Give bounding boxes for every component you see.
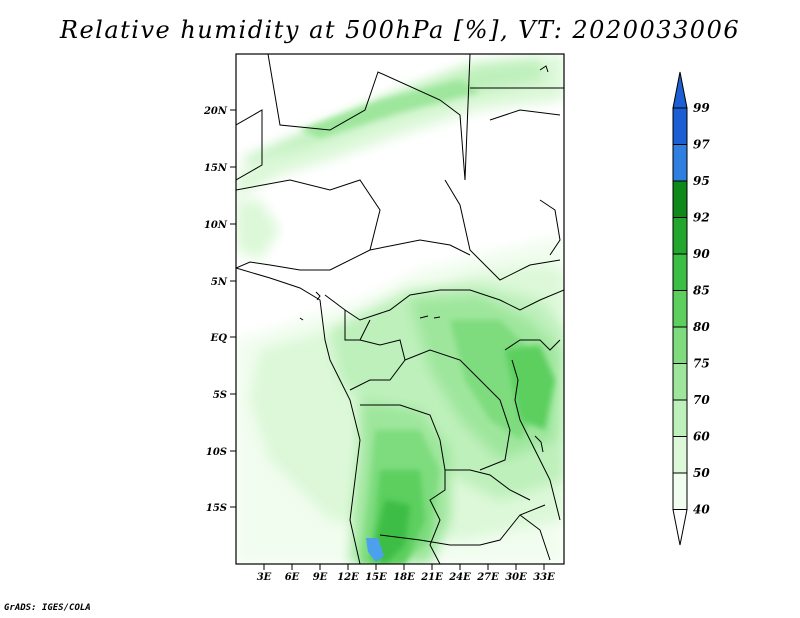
humidity-field xyxy=(236,54,564,564)
colorbar-labels: 99 97 95 92 90 85 80 75 70 60 50 40 xyxy=(693,101,710,517)
map-title: Relative humidity at 500hPa [%], VT: 202… xyxy=(59,16,741,44)
colorbar-swatch xyxy=(673,144,687,181)
colorbar-label: 97 xyxy=(693,138,710,152)
colorbar-label: 95 xyxy=(693,174,710,188)
colorbar-swatch xyxy=(673,290,687,327)
country-borders xyxy=(236,54,564,564)
lat-label: 5N xyxy=(211,277,228,288)
colorbar-label: 50 xyxy=(693,466,710,480)
lat-label: 15N xyxy=(204,163,228,174)
colorbar-label: 75 xyxy=(693,357,710,371)
lat-labels: 20N 15N 10N 5N EQ 5S 10S 15S xyxy=(203,106,228,514)
lon-label: 24E xyxy=(448,572,471,583)
lon-label: 27E xyxy=(476,572,499,583)
lat-label: EQ xyxy=(210,333,228,344)
lon-labels: 3E 6E 9E 12E 15E 18E 21E 24E 27E 30E 33E xyxy=(257,572,555,583)
colorbar-swatch xyxy=(673,363,687,400)
lat-label: 20N xyxy=(203,106,228,117)
lon-label: 9E xyxy=(313,572,328,583)
colorbar-label: 90 xyxy=(693,247,710,261)
lon-label: 33E xyxy=(533,572,555,583)
colorbar: 99 97 95 92 90 85 80 75 70 60 50 40 xyxy=(672,71,710,546)
colorbar-label: 60 xyxy=(693,430,710,444)
lat-label: 10S xyxy=(206,447,227,458)
colorbar-label: 40 xyxy=(693,503,710,517)
islands xyxy=(299,65,549,453)
lon-ticks xyxy=(263,564,545,570)
lat-label: 15S xyxy=(206,503,227,514)
colorbar-swatch xyxy=(673,217,687,254)
colorbar-label: 92 xyxy=(693,211,710,225)
colorbar-swatch xyxy=(673,473,687,510)
colorbar-swatch xyxy=(673,254,687,291)
lon-label: 18E xyxy=(393,572,415,583)
colorbar-label: 99 xyxy=(693,101,710,115)
map-frame xyxy=(235,53,565,565)
colorbar-top-arrow xyxy=(672,71,688,109)
lat-ticks xyxy=(230,109,236,508)
lon-label: 21E xyxy=(420,572,443,583)
lon-label: 3E xyxy=(257,572,272,583)
colorbar-label: 85 xyxy=(693,284,710,298)
footer-credit: GrADS: IGES/COLA xyxy=(4,603,91,613)
colorbar-swatch xyxy=(673,327,687,364)
colorbar-swatch xyxy=(673,400,687,437)
lat-label: 10N xyxy=(204,220,228,231)
colorbar-swatch xyxy=(673,108,687,145)
colorbar-label: 70 xyxy=(693,393,710,407)
colorbar-bottom-arrow xyxy=(672,509,688,546)
lon-label: 6E xyxy=(285,572,300,583)
lon-label: 30E xyxy=(505,572,527,583)
lon-label: 15E xyxy=(365,572,387,583)
colorbar-swatch xyxy=(673,181,687,218)
lon-label: 12E xyxy=(337,572,359,583)
colorbar-swatch xyxy=(673,436,687,473)
colorbar-label: 80 xyxy=(693,320,710,334)
lat-label: 5S xyxy=(213,390,227,401)
